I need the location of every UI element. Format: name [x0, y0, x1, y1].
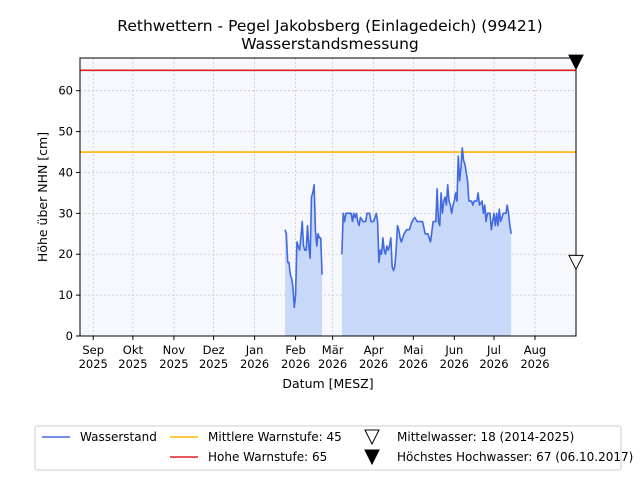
y-axis: 0 10 20 30 40 50 60	[58, 84, 80, 343]
plot-frame	[79, 57, 577, 337]
x-tick-label: Okt 2025	[118, 343, 147, 371]
x-axis-label: Datum [MESZ]	[282, 376, 373, 391]
reference-lines	[80, 69, 576, 153]
x-tick-label: Mai 2026	[399, 343, 428, 371]
legend-label: Höchstes Hochwasser: 67 (06.10.2017)	[397, 450, 633, 464]
water-level-line	[284, 147, 512, 309]
y-tick-label: 40	[58, 165, 73, 179]
y-tick-label: 10	[58, 288, 73, 302]
legend: Wasserstand Mittlere Warnstufe: 45 Hohe Wa…	[34, 425, 633, 471]
legend-swatch	[364, 449, 380, 466]
y-tick-label: 30	[58, 206, 73, 220]
x-tick-label: Feb 2026	[281, 343, 310, 371]
y-axis-label: Höhe über NHN [cm]	[35, 132, 50, 262]
x-tick-label: Jul 2026	[479, 343, 508, 371]
legend-label: Wasserstand	[80, 430, 157, 444]
x-axis: Sep 2025 Okt 2025 Nov 2025 Dez 2025 Jan 2026 Feb 20…	[79, 336, 550, 371]
legend-label: Mittelwasser: 18 (2014-2025)	[397, 430, 574, 444]
x-tick-label: Jan 2026	[240, 343, 269, 371]
y-tick-label: 50	[58, 125, 73, 139]
chart-subtitle: Wasserstandsmessung	[241, 35, 419, 53]
x-tick-label: Nov 2025	[159, 343, 188, 371]
legend-swatch	[364, 429, 380, 446]
series-area	[285, 184, 323, 336]
x-tick-label: Dez 2025	[199, 343, 228, 371]
chart-title: Rethwettern - Pegel Jakobsberg (Einlaged…	[117, 17, 542, 35]
y-tick-label: 60	[58, 84, 73, 98]
level-marker	[568, 54, 584, 71]
x-tick-label: Sep 2025	[79, 343, 108, 371]
level-marker	[568, 254, 584, 271]
x-tick-label: Mär 2026	[318, 343, 347, 371]
x-tick-label: Apr 2026	[359, 343, 388, 371]
x-tick-label: Jun 2026	[440, 343, 469, 371]
series-area	[341, 147, 512, 336]
y-tick-label: 20	[58, 247, 73, 261]
series-line	[284, 183, 323, 309]
level-markers	[568, 54, 584, 271]
legend-label: Mittlere Warnstufe: 45	[208, 430, 342, 444]
legend-label: Hohe Warnstufe: 65	[208, 450, 327, 464]
water-level-area	[285, 147, 512, 336]
x-tick-label: Aug 2026	[520, 343, 549, 371]
y-tick-label: 0	[66, 329, 73, 343]
series-line	[341, 147, 512, 272]
